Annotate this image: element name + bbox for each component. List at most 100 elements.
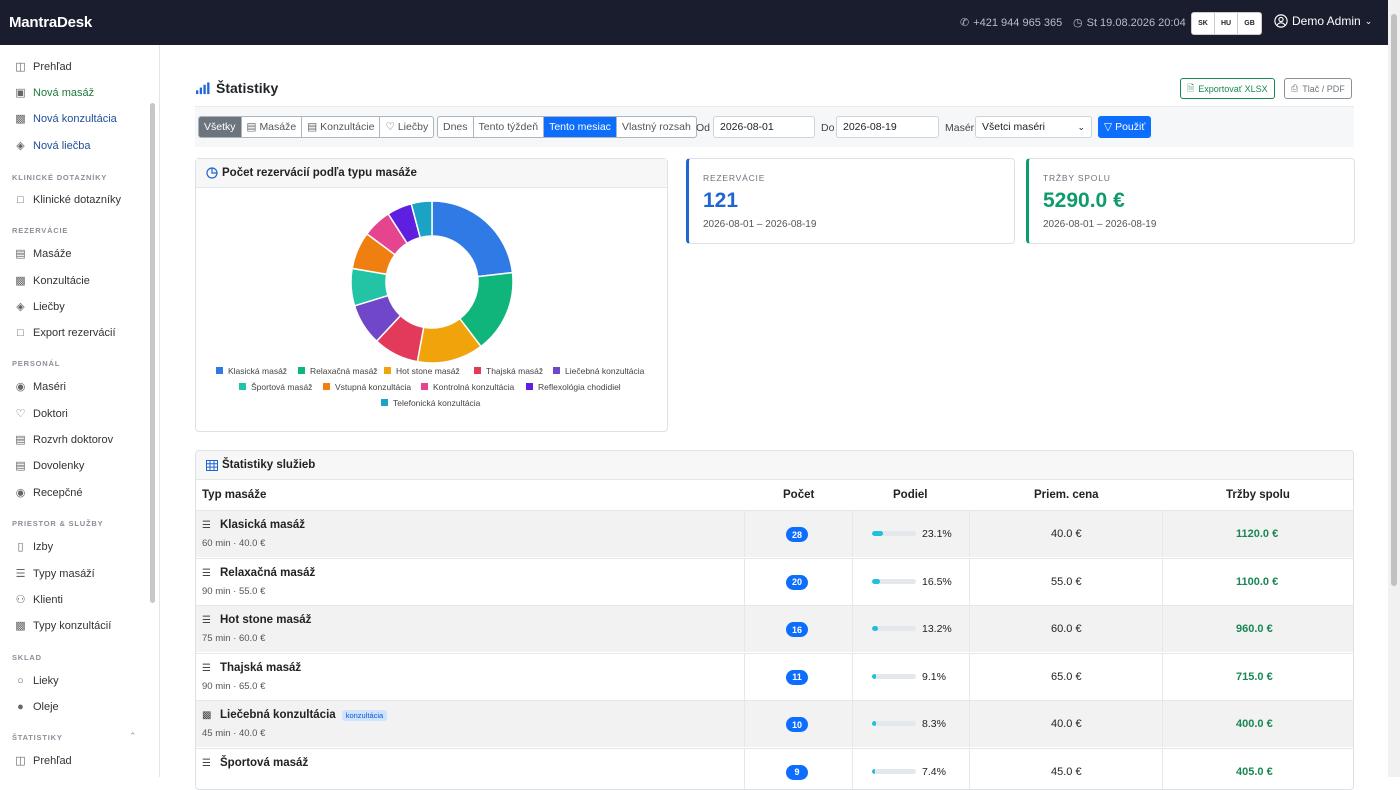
sidebar-scrollbar[interactable] xyxy=(150,103,155,603)
share-progress-fill xyxy=(872,531,883,536)
date-from-label: Od xyxy=(696,122,710,134)
table-row[interactable]: ☰ Klasická masáž 60 min · 40.0 € 28 23.1… xyxy=(196,510,1353,557)
range-this-month[interactable]: Tento mesiac xyxy=(544,117,617,137)
export-xlsx-button[interactable]: 🗎 Exportovať XLSX xyxy=(1180,78,1275,99)
sidebar-item-label: Oleje xyxy=(33,701,59,713)
range-this-month-label: Tento mesiac xyxy=(549,121,611,133)
filter-type-all[interactable]: Všetky xyxy=(199,117,242,137)
legend-swatch-2[interactable] xyxy=(384,367,391,374)
apply-filter-label: Použiť xyxy=(1115,121,1145,133)
layers-icon: ◈ xyxy=(14,300,27,313)
sidebar-item-3-1[interactable]: ☰Typy masáží xyxy=(14,567,95,580)
revenue-stat-card: TRŽBY SPOLU 5290.0 € 2026-08-01 – 2026-0… xyxy=(1026,158,1355,244)
range-this-week[interactable]: Tento týždeň xyxy=(474,117,545,137)
table-row[interactable]: ☰ Thajská masáž 90 min · 65.0 € 11 9.1% … xyxy=(196,653,1353,700)
legend-swatch-6[interactable] xyxy=(323,383,330,390)
col-header-avg-price[interactable]: Priem. cena xyxy=(1034,489,1099,501)
sidebar-item-top-3[interactable]: ◈Nová liečba xyxy=(14,139,90,152)
collapse-chevron-icon[interactable]: ⌃ xyxy=(129,731,137,742)
legend-swatch-4[interactable] xyxy=(553,367,560,374)
avg-price: 40.0 € xyxy=(1051,528,1082,540)
col-header-revenue[interactable]: Tržby spolu xyxy=(1226,489,1290,501)
legend-swatch-1[interactable] xyxy=(298,367,305,374)
filter-type-consultations[interactable]: ▤Konzultácie xyxy=(302,117,380,137)
range-custom[interactable]: Vlastný rozsah xyxy=(617,117,696,137)
sidebar-item-2-0[interactable]: ◉Maséri xyxy=(14,380,66,393)
user-menu[interactable]: Demo Admin ⌄ xyxy=(1274,14,1372,28)
service-details: 90 min · 65.0 € xyxy=(202,681,265,692)
language-switcher: SK HU GB xyxy=(1191,12,1262,35)
sidebar-item-1-3[interactable]: □Export rezervácií xyxy=(14,326,116,339)
sidebar-item-top-0[interactable]: ◫Prehľad xyxy=(14,60,72,73)
service-name: Klasická masáž xyxy=(220,519,305,531)
masseur-label: Masér xyxy=(945,122,974,134)
donut-slice-0[interactable] xyxy=(432,201,512,277)
avg-price: 55.0 € xyxy=(1051,576,1082,588)
filter-type-massages[interactable]: ▤Masáže xyxy=(242,117,303,137)
legend-label-4[interactable]: Liečebná konzultácia xyxy=(565,366,645,376)
cell-divider xyxy=(969,606,970,652)
reservations-range: 2026-08-01 – 2026-08-19 xyxy=(703,219,816,230)
sidebar-item-1-1[interactable]: ▩ Konzultácie xyxy=(14,274,90,287)
sidebar-item-1-2[interactable]: ◈Liečby xyxy=(14,300,65,313)
sidebar-item-2-4[interactable]: ◉Recepčné xyxy=(14,486,83,499)
sidebar-item-top-1[interactable]: ▣Nová masáž xyxy=(14,86,94,99)
revenue-range: 2026-08-01 – 2026-08-19 xyxy=(1043,219,1156,230)
legend-swatch-3[interactable] xyxy=(474,367,481,374)
sidebar-item-3-2[interactable]: ⚇Klienti xyxy=(14,593,63,606)
sidebar-item-2-3[interactable]: ▤Dovolenky xyxy=(14,459,84,472)
col-header-type[interactable]: Typ masáže xyxy=(202,489,266,501)
lang-hu-button[interactable]: HU xyxy=(1215,13,1238,34)
legend-label-6[interactable]: Vstupná konzultácia xyxy=(335,382,411,392)
lang-sk-button[interactable]: SK xyxy=(1192,13,1215,34)
table-row[interactable]: ☰ Športová masáž 9 7.4% 45.0 € 405.0 € xyxy=(196,748,1353,790)
clipboard-icon: ▩ xyxy=(14,274,27,287)
page-scrollbar[interactable] xyxy=(1388,0,1400,777)
sidebar-item-0-0[interactable]: □Klinické dotazníky xyxy=(14,193,121,206)
share-progress-fill xyxy=(872,721,876,726)
table-row[interactable]: ☰ Relaxačná masáž 90 min · 55.0 € 20 16.… xyxy=(196,558,1353,605)
legend-label-3[interactable]: Thajská masáž xyxy=(486,366,543,376)
sidebar-item-5-0[interactable]: ◫Prehľad xyxy=(14,754,72,767)
legend-swatch-7[interactable] xyxy=(421,383,428,390)
sidebar-item-2-2[interactable]: ▤Rozvrh doktorov xyxy=(14,433,113,446)
filter-type-treatments[interactable]: ♡Liečby xyxy=(380,117,433,137)
legend-label-8[interactable]: Reflexológia chodidiel xyxy=(538,382,621,392)
date-to-input[interactable]: 2026-08-19 xyxy=(836,116,939,138)
table-row[interactable]: ☰ Hot stone masáž 75 min · 60.0 € 16 13.… xyxy=(196,605,1353,652)
range-today[interactable]: Dnes xyxy=(438,117,474,137)
masseur-select[interactable]: Všetci maséri ⌄ xyxy=(975,116,1092,138)
calendar-plus-icon: ▣ xyxy=(14,86,27,99)
lang-gb-button[interactable]: GB xyxy=(1238,13,1261,34)
legend-label-5[interactable]: Športová masáž xyxy=(251,382,312,392)
sidebar-item-4-1[interactable]: ●Oleje xyxy=(14,700,59,713)
sidebar-item-label: Recepčné xyxy=(33,487,83,499)
sidebar-item-3-0[interactable]: ▯Izby xyxy=(14,540,53,553)
page-scrollbar-thumb[interactable] xyxy=(1391,14,1397,586)
legend-swatch-8[interactable] xyxy=(526,383,533,390)
avg-price: 65.0 € xyxy=(1051,671,1082,683)
brand-logo[interactable]: MantraDesk xyxy=(9,14,92,31)
bar-chart-icon xyxy=(195,82,210,95)
legend-label-9[interactable]: Telefonická konzultácia xyxy=(393,398,481,408)
date-from-input[interactable]: 2026-08-01 xyxy=(713,116,815,138)
legend-label-2[interactable]: Hot stone masáž xyxy=(396,366,460,376)
chevron-down-icon: ⌄ xyxy=(1365,16,1373,27)
sidebar-item-2-1[interactable]: ♡Doktori xyxy=(14,407,68,420)
col-header-share[interactable]: Podiel xyxy=(893,489,928,501)
print-pdf-button[interactable]: ⎙ Tlač / PDF xyxy=(1284,78,1352,99)
apply-filter-button[interactable]: ▽ Použiť xyxy=(1098,116,1151,138)
sidebar-item-4-0[interactable]: ○Lieky xyxy=(14,674,59,687)
legend-label-7[interactable]: Kontrolná konzultácia xyxy=(433,382,515,392)
sidebar-item-label: Konzultácie xyxy=(33,275,90,287)
legend-label-0[interactable]: Klasická masáž xyxy=(228,366,287,376)
col-header-count[interactable]: Počet xyxy=(783,489,814,501)
sidebar-item-3-3[interactable]: ▩Typy konzultácií xyxy=(14,619,111,632)
legend-swatch-9[interactable] xyxy=(381,399,388,406)
legend-label-1[interactable]: Relaxačná masáž xyxy=(310,366,378,376)
legend-swatch-5[interactable] xyxy=(239,383,246,390)
sidebar-item-1-0[interactable]: ▤Masáže xyxy=(14,247,72,260)
sidebar-item-top-2[interactable]: ▩Nová konzultácia xyxy=(14,112,117,125)
legend-swatch-0[interactable] xyxy=(216,367,223,374)
